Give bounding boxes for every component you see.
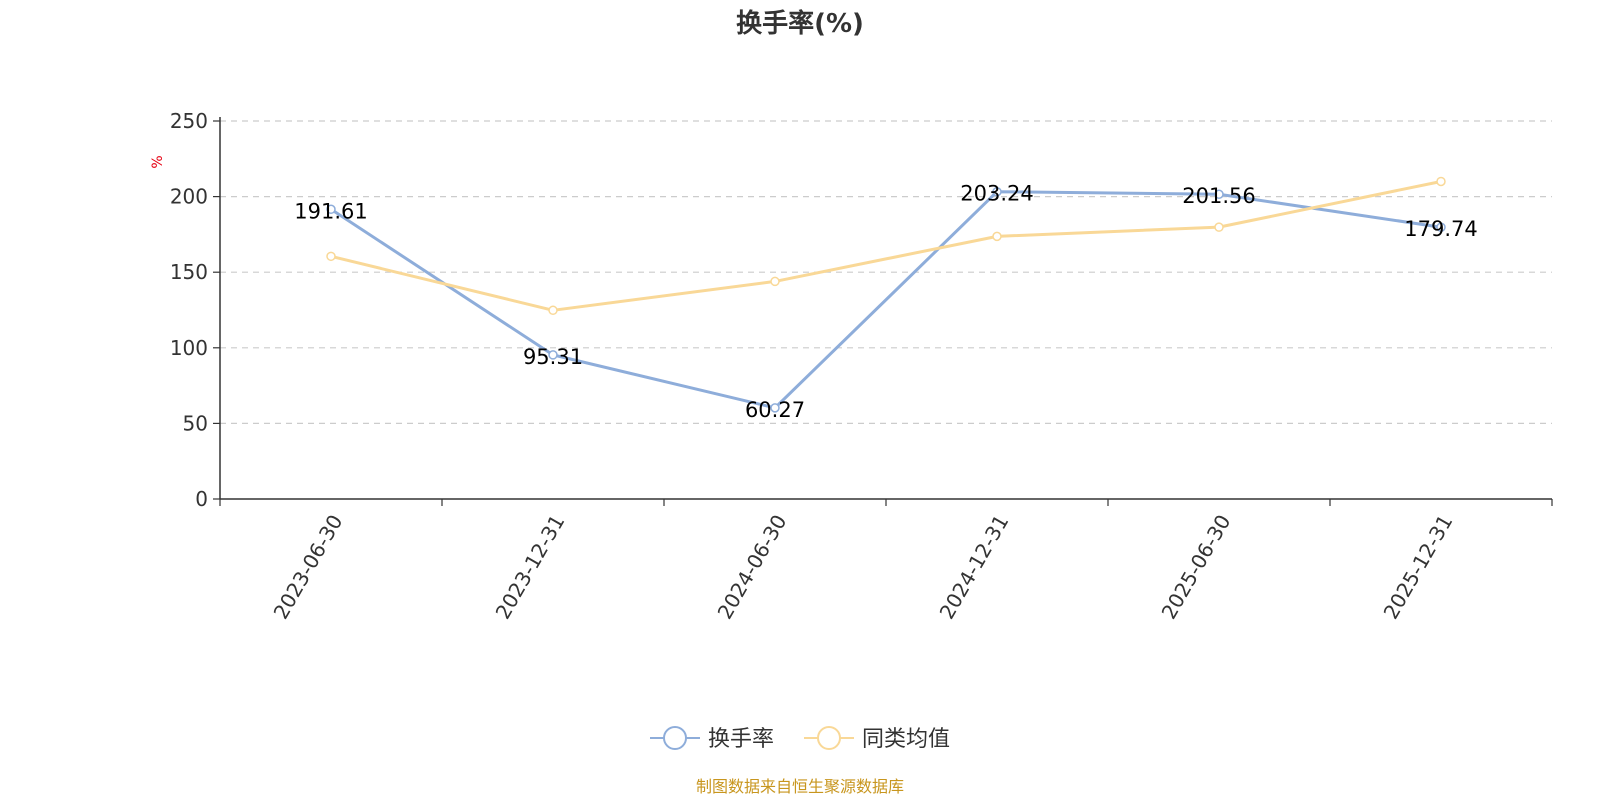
chart-title: 换手率(%) xyxy=(736,8,864,39)
y-tick-label: 150 xyxy=(170,260,208,284)
data-label: 201.56 xyxy=(1182,184,1255,208)
legend-label: 同类均值 xyxy=(862,727,950,752)
series-line-2 xyxy=(330,180,1442,312)
data-label: 179.74 xyxy=(1404,217,1477,241)
data-label: 95.31 xyxy=(523,345,583,369)
data-label: 60.27 xyxy=(745,398,805,422)
y-tick-label: 200 xyxy=(170,185,208,209)
data-point[interactable] xyxy=(1214,189,1224,199)
y-tick-label: 50 xyxy=(183,411,208,435)
x-tick-label: 2023-06-30 xyxy=(269,511,348,624)
series-line-1 xyxy=(330,190,1442,410)
data-point[interactable] xyxy=(770,276,780,287)
legend-item-2[interactable]: 同类均值 xyxy=(804,726,950,752)
x-tick-label: 2025-12-31 xyxy=(1379,511,1458,624)
data-label: 203.24 xyxy=(960,182,1033,206)
legend[interactable]: 换手率 同类均值 xyxy=(650,726,950,752)
source-note: 制图数据来自恒生聚源数据库 xyxy=(696,777,904,796)
data-label: 191.61 xyxy=(294,199,367,223)
legend-item-1[interactable]: 换手率 xyxy=(650,726,774,752)
data-point[interactable] xyxy=(770,403,780,413)
data-point[interactable] xyxy=(1214,222,1224,232)
x-tick-label: 2025-06-30 xyxy=(1157,511,1236,624)
grid-lines xyxy=(220,120,1552,424)
legend-circle-icon xyxy=(663,726,687,750)
data-point[interactable] xyxy=(326,251,336,262)
data-point[interactable] xyxy=(1436,176,1446,187)
y-tick-label: 100 xyxy=(170,336,208,360)
legend-circle-icon xyxy=(817,726,841,750)
data-point[interactable] xyxy=(992,231,1002,242)
data-labels: 191.61 95.31 60.27 203.24 201.56 179.74 xyxy=(294,182,1477,422)
y-axis-unit: % xyxy=(150,155,166,168)
x-tick-label: 2024-12-31 xyxy=(935,511,1014,624)
data-point[interactable] xyxy=(326,204,336,215)
data-point[interactable] xyxy=(1436,222,1446,232)
x-tick-label: 2023-12-31 xyxy=(491,511,570,624)
data-point[interactable] xyxy=(548,350,558,360)
data-point[interactable] xyxy=(548,305,558,316)
y-tick-label: 250 xyxy=(170,109,208,133)
data-point[interactable] xyxy=(992,186,1002,197)
y-tick-label: 0 xyxy=(195,487,208,511)
legend-label: 换手率 xyxy=(708,727,774,752)
series-lines xyxy=(326,176,1446,413)
axes: 0 50 100 150 200 250 2023-06-30 2023-12-31 2024-… xyxy=(170,109,1553,624)
x-tick-label: 2024-06-30 xyxy=(713,511,792,624)
